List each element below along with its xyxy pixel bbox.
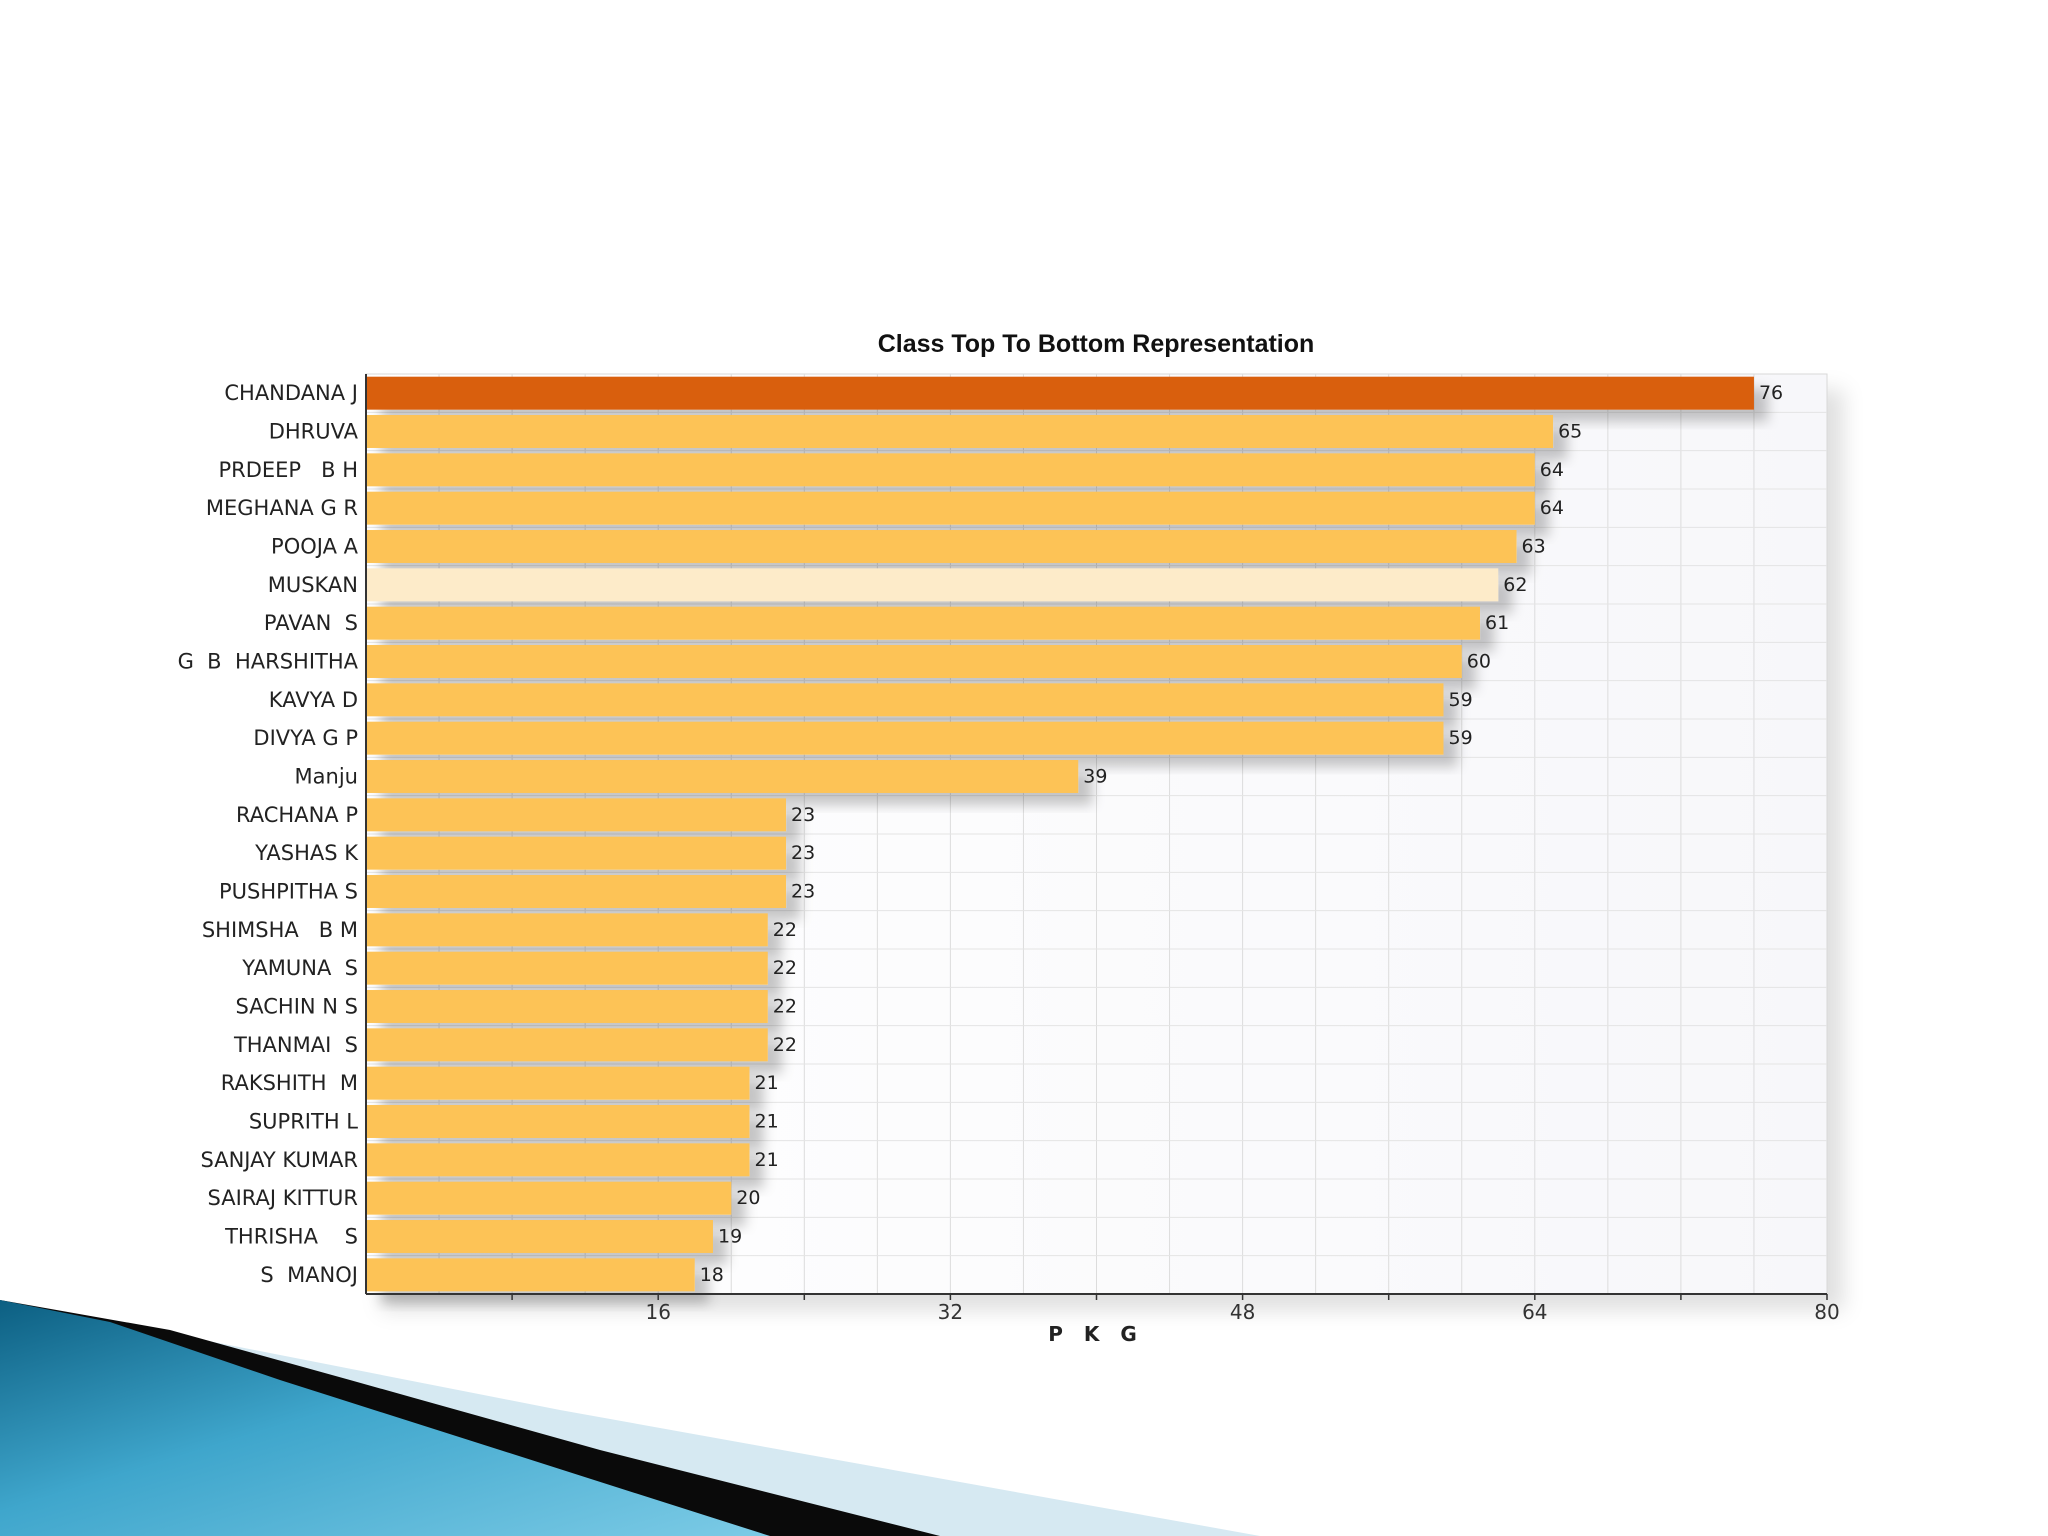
- category-label: SANJAY KUMAR: [200, 1148, 358, 1172]
- bar: [367, 1105, 750, 1138]
- category-label: SUPRITH L: [249, 1110, 358, 1134]
- bar: [367, 1028, 768, 1062]
- bar: [367, 798, 787, 832]
- category-label: DIVYA G P: [253, 726, 358, 750]
- x-tick-label: 32: [938, 1300, 963, 1324]
- bar: [367, 990, 768, 1023]
- value-label: 64: [1540, 497, 1564, 519]
- bar: [367, 913, 768, 947]
- value-label: 23: [791, 881, 815, 903]
- category-label: YAMUNA S: [241, 956, 358, 980]
- bar: [367, 1181, 732, 1215]
- category-label: YASHAS K: [254, 841, 359, 865]
- bar: [367, 376, 1754, 410]
- bar: [367, 760, 1079, 793]
- category-labels: CHANDANA J DHRUVA PRDEEP B H MEGHANA G R POO…: [178, 381, 360, 1287]
- value-label: 22: [773, 1034, 797, 1056]
- value-label: 61: [1485, 612, 1509, 634]
- value-label: 63: [1522, 536, 1546, 558]
- bar: [367, 415, 1554, 448]
- blue-swoosh-shape: [0, 1300, 770, 1536]
- bar: [367, 1066, 750, 1100]
- category-label: SHIMSHA B M: [202, 918, 358, 942]
- value-label: 76: [1759, 382, 1783, 404]
- category-label: THRISHA S: [224, 1225, 358, 1249]
- category-label: G B HARSHITHA: [178, 650, 359, 674]
- value-label: 23: [791, 804, 815, 826]
- value-label: 18: [700, 1264, 724, 1286]
- bar: [367, 530, 1517, 563]
- category-label: PAVAN S: [264, 611, 358, 635]
- value-label: 21: [755, 1111, 779, 1133]
- x-tick-label: 64: [1522, 1300, 1547, 1324]
- x-axis-title: P K G: [1048, 1322, 1144, 1346]
- category-label: MUSKAN: [268, 573, 358, 597]
- value-label: 59: [1448, 727, 1472, 749]
- value-label: 39: [1083, 766, 1107, 788]
- bar: [367, 1220, 713, 1253]
- value-label: 22: [773, 919, 797, 941]
- value-label: 21: [755, 1149, 779, 1171]
- category-label: CHANDANA J: [224, 381, 358, 405]
- category-label: KAVYA D: [269, 688, 358, 712]
- value-label: 65: [1558, 421, 1582, 443]
- bar: [367, 721, 1444, 755]
- bar: [367, 951, 768, 985]
- bar: [367, 875, 787, 908]
- category-label: RACHANA P: [236, 803, 358, 827]
- x-axis-ticks: 16 32 48 64 80: [511, 1294, 1840, 1324]
- x-tick-label: 48: [1230, 1300, 1255, 1324]
- category-label: PUSHPITHA S: [219, 880, 358, 904]
- chart-title: Class Top To Bottom Representation: [878, 330, 1315, 358]
- category-label: MEGHANA G R: [206, 496, 358, 520]
- value-label: 22: [773, 996, 797, 1018]
- category-label: RAKSHITH M: [221, 1071, 358, 1095]
- value-label: 60: [1467, 651, 1491, 673]
- grid-lines: [366, 374, 1827, 1294]
- value-label: 23: [791, 842, 815, 864]
- bar: [367, 1143, 750, 1177]
- category-label: POOJA A: [271, 535, 359, 559]
- bar: [367, 1258, 695, 1292]
- bars: [367, 376, 1754, 1292]
- value-label: 22: [773, 957, 797, 979]
- value-label: 62: [1503, 574, 1527, 596]
- category-label: SACHIN N S: [236, 995, 358, 1019]
- x-tick-label: 16: [645, 1300, 670, 1324]
- value-labels: 76 65 64 64 63 62 61 60 59 59 39 23 23 23 22 22 22 22 21 21…: [700, 382, 1783, 1286]
- bar: [367, 568, 1499, 602]
- bar: [367, 836, 787, 870]
- x-tick-label: 80: [1814, 1300, 1839, 1324]
- value-label: 21: [755, 1072, 779, 1094]
- bar: [367, 453, 1535, 487]
- value-label: 59: [1448, 689, 1472, 711]
- value-label: 64: [1540, 459, 1564, 481]
- bar: [367, 683, 1444, 717]
- value-label: 19: [718, 1226, 742, 1248]
- bar: [367, 645, 1462, 678]
- category-label: S MANOJ: [260, 1263, 358, 1287]
- bar: [367, 606, 1481, 640]
- category-label: PRDEEP B H: [218, 458, 358, 482]
- category-label: SAIRAJ KITTUR: [208, 1186, 358, 1210]
- category-label: THANMAI S: [233, 1033, 358, 1057]
- category-label: DHRUVA: [269, 420, 359, 444]
- category-label: Manju: [295, 765, 358, 789]
- bar: [367, 491, 1535, 525]
- value-label: 20: [736, 1187, 760, 1209]
